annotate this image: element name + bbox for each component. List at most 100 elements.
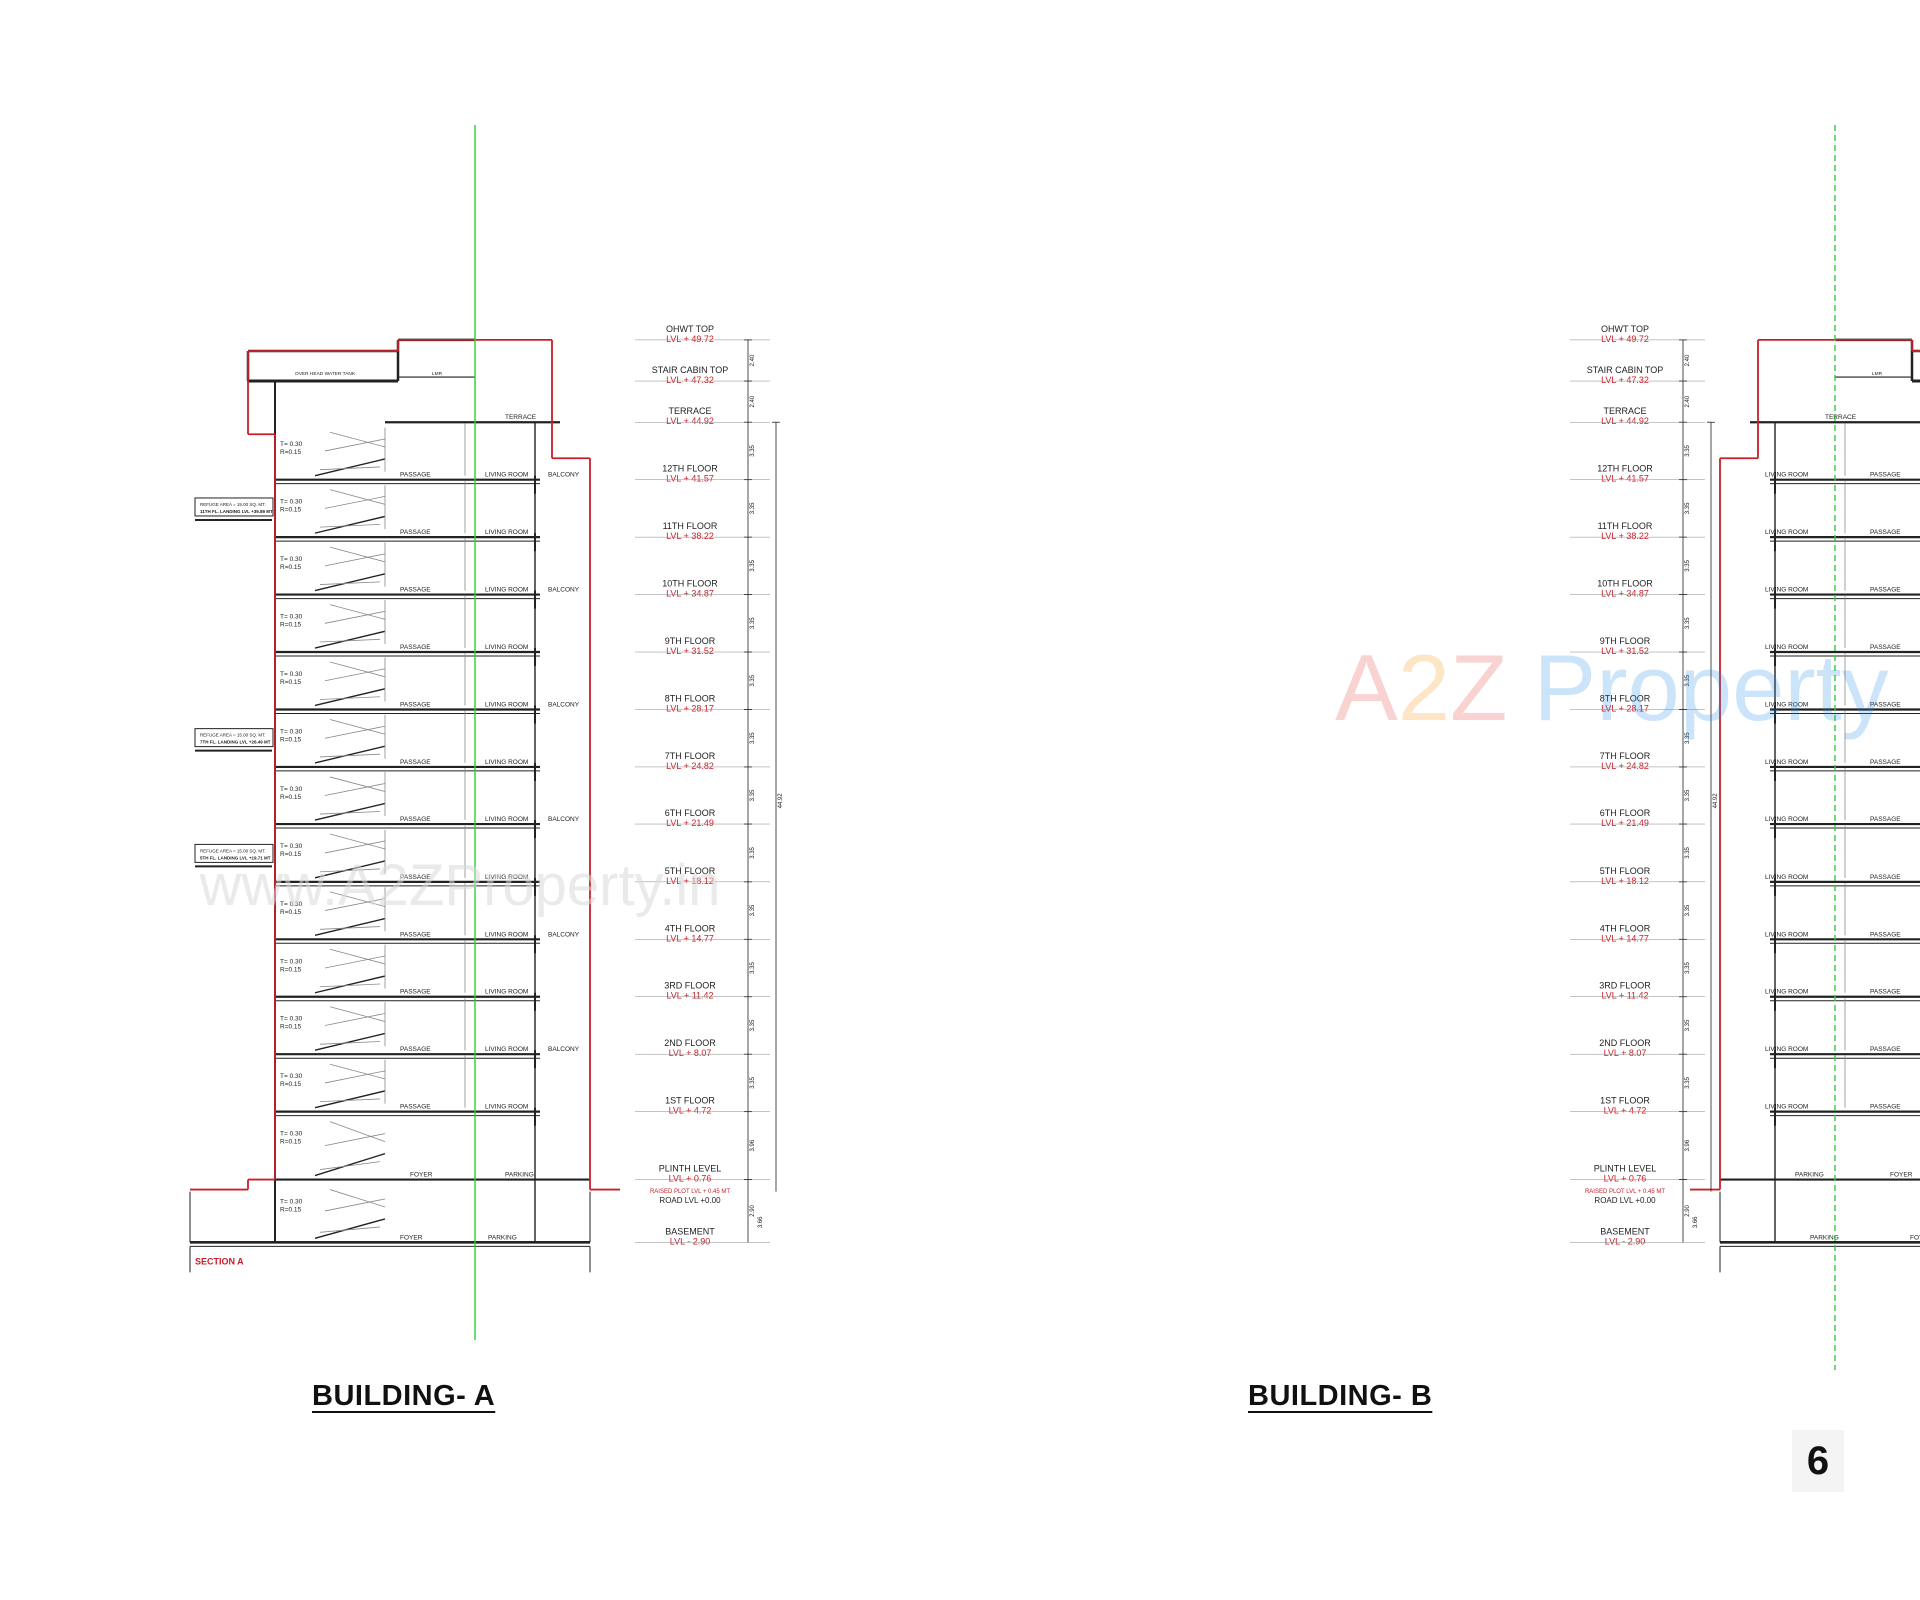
level-value: LVL + 24.82 <box>1601 761 1649 771</box>
dimension-value: 2.90 <box>1685 1204 1691 1216</box>
level-value: LVL + 4.72 <box>1604 1106 1647 1116</box>
level-name: 3RD FLOOR <box>664 981 716 991</box>
raised-plot-level: RAISED PLOT LVL + 0.45 MT <box>650 1189 730 1195</box>
stair-tread: T= 0.30 <box>280 556 303 563</box>
stair-flight-rail <box>324 1070 386 1084</box>
stair-flight-rail <box>319 524 381 528</box>
stair-riser: R=0.15 <box>280 507 302 514</box>
building-b-title: BUILDING- B <box>1248 1380 1433 1412</box>
level-name: 11TH FLOOR <box>663 521 718 531</box>
room-label-balcony: BALCONY <box>548 931 580 938</box>
dimension-value: 3.35 <box>1685 846 1691 858</box>
floor-slab: PASSAGE LIVING ROOM <box>1765 538 1920 609</box>
stair-riser: R=0.15 <box>280 679 302 686</box>
room-label-passage: PASSAGE <box>1870 587 1901 594</box>
stair-flight-lower <box>314 630 386 649</box>
stair-flight-rail <box>319 811 381 815</box>
stair-flight-lower <box>314 515 386 534</box>
floor-slab: PASSAGE LIVING ROOM <box>275 710 540 781</box>
room-label-living: LIVING ROOM <box>485 701 528 708</box>
room-label-living: LIVING ROOM <box>1765 529 1808 536</box>
level-name: 7TH FLOOR <box>665 751 716 761</box>
stair-flight-lower <box>314 688 386 707</box>
level-name: 11TH FLOOR <box>1598 521 1653 531</box>
stair-flight-upper <box>329 489 386 505</box>
stair-flight-upper <box>329 891 386 907</box>
room-label-passage: PASSAGE <box>1870 989 1901 996</box>
floor-slab: PASSAGE LIVING ROOM <box>1765 423 1920 494</box>
level-value: LVL + 11.42 <box>666 991 713 1001</box>
level-value: LVL + 0.76 <box>669 1174 712 1184</box>
stair-tread: T= 0.30 <box>280 901 303 908</box>
room-label-passage: PASSAGE <box>400 1104 431 1111</box>
floor-slab: PASSAGE LIVING ROOM <box>275 825 540 896</box>
stair-tread: T= 0.30 <box>280 441 303 448</box>
level-value: LVL + 4.72 <box>669 1106 712 1116</box>
room-label-living: LIVING ROOM <box>485 644 528 651</box>
raised-plot-level: RAISED PLOT LVL + 0.45 MT <box>1585 1189 1665 1195</box>
road-level: ROAD LVL +0.00 <box>659 1196 721 1205</box>
room-label-foyer: FOYER <box>1890 1172 1913 1179</box>
room-label-balcony: BALCONY <box>548 587 580 594</box>
room-label-passage: PASSAGE <box>400 529 431 536</box>
stair-tread: T= 0.30 <box>280 1131 303 1138</box>
stair-flights <box>314 431 386 1240</box>
stair-riser: R=0.15 <box>280 909 302 916</box>
roof-structures: OVER HEAD WATER TANK LMR <box>246 338 475 383</box>
room-label-passage: PASSAGE <box>1870 529 1901 536</box>
level-name: PLINTH LEVEL <box>659 1164 722 1174</box>
floor-slab: PASSAGE LIVING ROOM BALCONY <box>275 883 580 954</box>
stair-flight-rail <box>319 1098 381 1103</box>
stair-flight-rail <box>319 1226 381 1233</box>
level-name: OHWT TOP <box>666 324 714 334</box>
level-value: LVL + 44.92 <box>666 416 714 426</box>
stair-flight-rail <box>324 955 386 969</box>
level-value: LVL + 11.42 <box>1601 991 1648 1001</box>
room-label-parking-basement: PARKING <box>1810 1234 1839 1241</box>
room-label-parking: PARKING <box>505 1172 534 1179</box>
floor-slab: PASSAGE LIVING ROOM <box>1765 481 1920 552</box>
stair-flight-rail <box>324 438 386 452</box>
dimension-value: 3.35 <box>750 674 756 686</box>
level-name: 8TH FLOOR <box>1600 693 1651 703</box>
stair-tread: T= 0.30 <box>280 843 303 850</box>
stair-flight-lower <box>314 573 386 592</box>
label-lmr: LMR <box>432 371 443 377</box>
dimension-value: 3.35 <box>1685 444 1691 456</box>
stair-riser: R=0.15 <box>280 449 302 456</box>
stair-tread: T= 0.30 <box>280 671 303 678</box>
stair-flight-rail <box>324 898 386 911</box>
stair-flight-lower <box>314 917 386 936</box>
stair-notes: T= 0.30R=0.15T= 0.30R=0.15T= 0.30R=0.15T… <box>280 441 303 1213</box>
dimension-value: 3.35 <box>1685 1076 1691 1088</box>
room-label-living: LIVING ROOM <box>1765 472 1808 479</box>
watermark-brand-part <box>1507 635 1533 740</box>
stair-flight-rail <box>319 868 381 873</box>
level-name: 6TH FLOOR <box>665 808 716 818</box>
room-label-foyer-basement: FOYER <box>400 1234 423 1241</box>
room-label-living: LIVING ROOM <box>1765 644 1808 651</box>
room-label-living: LIVING ROOM <box>1765 874 1808 881</box>
stair-flight-upper <box>329 1189 386 1208</box>
stair-flight-lower <box>314 802 386 821</box>
label-ohwt: OVER HEAD WATER TANK <box>295 371 356 377</box>
stair-flight-lower <box>314 1032 386 1051</box>
room-label-living: LIVING ROOM <box>1765 759 1808 766</box>
level-name: PLINTH LEVEL <box>1594 1164 1657 1174</box>
level-value: LVL + 28.17 <box>666 703 714 713</box>
dimension-value: 2.40 <box>750 354 756 366</box>
dimension-value: 3.35 <box>750 1019 756 1031</box>
room-label-balcony: BALCONY <box>548 472 580 479</box>
refuge-landing-level: 11TH FL. LANDING LVL +39.89 MT <box>200 509 273 514</box>
stair-flight-rail <box>319 983 381 988</box>
floor-slab: PASSAGE LIVING ROOM <box>1765 940 1920 1011</box>
dimension-value: 3.35 <box>750 732 756 744</box>
room-label-passage: PASSAGE <box>400 874 431 881</box>
dimension-value: 3.35 <box>750 904 756 916</box>
stair-flight-upper <box>329 948 386 965</box>
floor-slab: PASSAGE LIVING ROOM BALCONY <box>275 538 580 609</box>
room-label-living: LIVING ROOM <box>1765 1104 1808 1111</box>
level-name: 4TH FLOOR <box>1600 923 1651 933</box>
stair-riser: R=0.15 <box>280 1081 302 1088</box>
